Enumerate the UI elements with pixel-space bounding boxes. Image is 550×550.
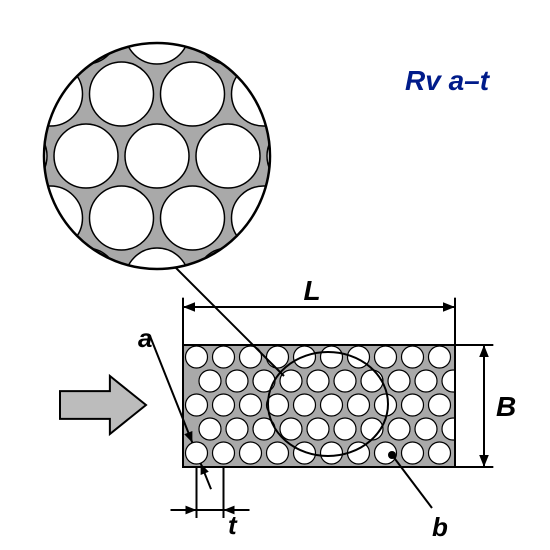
direction-arrow-icon: [60, 376, 146, 434]
dimension-B-label: B: [496, 391, 516, 422]
dimension-a-label: a: [138, 323, 152, 353]
title-label: Rv a–t: [405, 65, 491, 96]
dimension-t-label: t: [228, 510, 238, 540]
dimension-L-label: L: [303, 275, 320, 306]
diagram-canvas: Rv a–t L B t a b: [0, 0, 550, 550]
dimension-t: [171, 467, 250, 518]
perforated-sheet: [183, 345, 464, 467]
dimension-b-label: b: [432, 512, 448, 542]
dimension-B: [455, 345, 493, 467]
magnifier-detail: [0, 0, 367, 312]
